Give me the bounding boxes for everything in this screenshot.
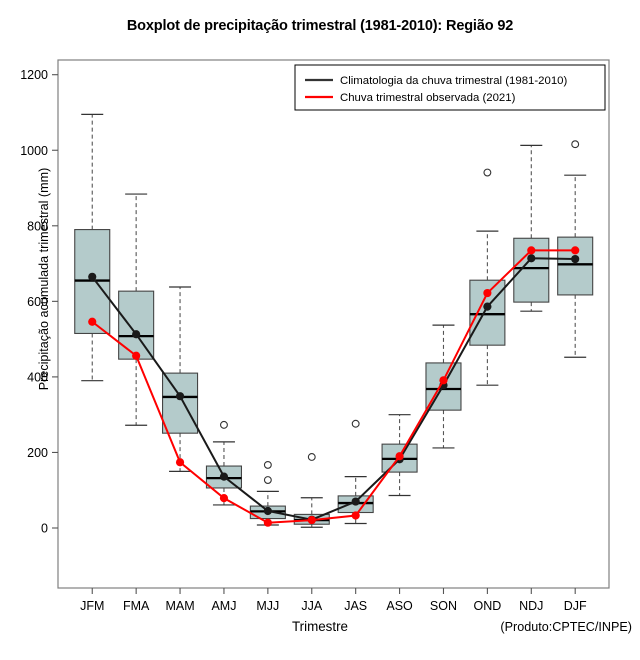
- svg-text:SON: SON: [430, 599, 457, 613]
- svg-text:200: 200: [27, 446, 48, 460]
- series-observed: [88, 246, 580, 527]
- svg-text:MJJ: MJJ: [256, 599, 279, 613]
- series-point: [132, 330, 141, 339]
- series-climatology: [88, 254, 580, 524]
- series-point: [175, 392, 185, 401]
- series-point: [527, 246, 536, 255]
- svg-text:1200: 1200: [20, 68, 48, 82]
- legend: Climatologia da chuva trimestral (1981-2…: [294, 64, 606, 111]
- svg-text:DJF: DJF: [564, 599, 587, 613]
- series-line: [91, 257, 576, 521]
- outlier-point: [571, 140, 580, 149]
- svg-text:NDJ: NDJ: [519, 599, 543, 613]
- svg-text:0: 0: [41, 522, 48, 536]
- series-point: [88, 317, 97, 326]
- svg-text:600: 600: [27, 295, 48, 309]
- svg-text:JFM: JFM: [80, 599, 104, 613]
- boxplot-AMJ: [205, 420, 243, 506]
- box-iqr: [557, 236, 594, 296]
- series-point: [88, 272, 97, 281]
- svg-text:JAS: JAS: [344, 599, 367, 613]
- boxplot-JFM: [74, 113, 111, 382]
- credit-note: (Produto:CPTEC/INPE): [500, 620, 632, 634]
- series-point: [571, 246, 580, 255]
- series-point: [483, 302, 492, 311]
- outlier-point: [220, 420, 228, 429]
- outlier-point: [263, 460, 272, 469]
- series-point: [527, 254, 536, 263]
- boxplot-MAM: [162, 286, 199, 472]
- svg-text:1000: 1000: [20, 144, 48, 158]
- outlier-point: [263, 476, 272, 484]
- x-axis-label: Trimestre: [291, 619, 349, 634]
- series-point: [219, 494, 229, 503]
- legend-box: [294, 64, 606, 111]
- svg-text:800: 800: [27, 219, 48, 233]
- series-point: [219, 472, 229, 481]
- series-point: [395, 452, 404, 461]
- series-point: [263, 506, 272, 516]
- series-line: [91, 249, 576, 524]
- svg-text:400: 400: [27, 370, 48, 384]
- box-iqr: [162, 372, 199, 434]
- series-point: [263, 518, 272, 527]
- outlier-point: [351, 419, 360, 428]
- series-point: [351, 497, 360, 506]
- legend-label: Chuva trimestral observada (2021): [340, 92, 516, 104]
- box-iqr: [118, 290, 155, 360]
- series-point: [439, 376, 448, 385]
- series-point: [483, 288, 492, 298]
- series-point: [175, 458, 185, 467]
- boxplot-OND: [469, 168, 506, 386]
- svg-text:JJA: JJA: [301, 599, 323, 613]
- series-point: [132, 351, 141, 360]
- legend-label: Climatologia da chuva trimestral (1981-2…: [340, 75, 567, 87]
- svg-text:ASO: ASO: [386, 599, 413, 613]
- plot-frame: [57, 59, 610, 589]
- series-point: [571, 254, 580, 264]
- outlier-point: [307, 453, 316, 461]
- outlier-point: [483, 168, 492, 177]
- page-title: Boxplot de precipitação trimestral (1981…: [126, 18, 514, 34]
- boxplot-JAS: [337, 419, 374, 525]
- svg-text:FMA: FMA: [123, 599, 150, 613]
- svg-text:MAM: MAM: [165, 599, 194, 613]
- boxplot-FMA: [118, 193, 155, 426]
- series-point: [307, 515, 316, 525]
- svg-text:AMJ: AMJ: [211, 599, 236, 613]
- boxplot-DJF: [557, 140, 594, 358]
- boxplot-NDJ: [513, 144, 550, 312]
- svg-text:OND: OND: [473, 599, 501, 613]
- series-point: [351, 511, 360, 520]
